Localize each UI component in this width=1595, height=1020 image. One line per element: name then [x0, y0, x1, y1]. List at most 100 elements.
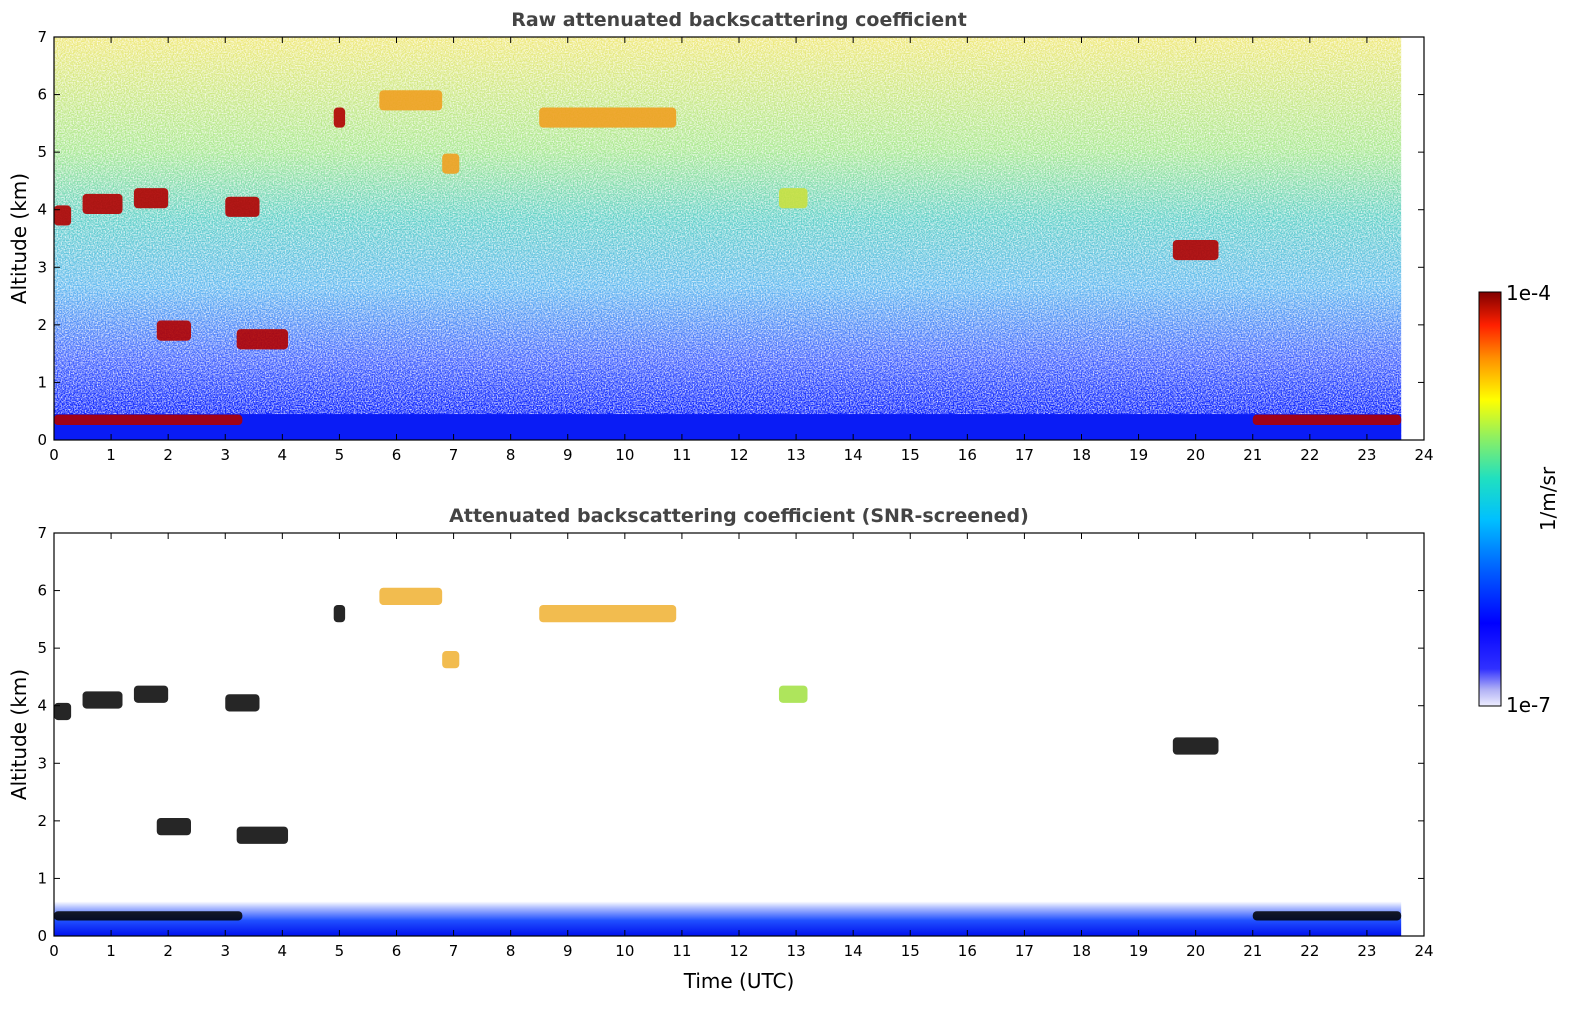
x-tick-label: 4 — [278, 942, 288, 960]
x-tick-label: 7 — [449, 446, 459, 464]
x-tick-label: 11 — [672, 942, 691, 960]
x-tick-label: 15 — [901, 446, 920, 464]
x-tick-label: 4 — [278, 446, 288, 464]
x-tick-label: 3 — [220, 446, 230, 464]
feature-cloud — [333, 604, 346, 623]
x-tick-label: 3 — [220, 942, 230, 960]
raw-backscatter-panel: 0 1 2 3 4 5 6 7 8 9 10 11 12 13 14 15 16 17 18 19 20 21 22 23 24… — [7, 9, 1434, 464]
feature-cloud — [379, 90, 443, 111]
x-tick-label: 5 — [335, 446, 345, 464]
x-tick-label: 14 — [844, 446, 863, 464]
x-tick-label: 5 — [335, 942, 345, 960]
y-axis-label: Altitude (km) — [7, 173, 31, 304]
x-tick-label: 1 — [106, 446, 116, 464]
feature-cloud — [1172, 239, 1219, 261]
feature-cloud — [236, 826, 289, 844]
feature-cloud — [156, 320, 191, 341]
x-axis-label: Time (UTC) — [683, 969, 795, 993]
x-tick-label: 19 — [1129, 942, 1148, 960]
y-tick-label: 2 — [37, 316, 47, 334]
x-tick-label: 20 — [1186, 446, 1205, 464]
chart-title: Raw attenuated backscattering coefficien… — [511, 9, 967, 31]
x-tick-label: 0 — [49, 942, 59, 960]
y-tick-label: 1 — [37, 373, 47, 391]
feature-boundary_layer — [54, 414, 243, 426]
feature-cloud — [156, 817, 191, 836]
x-tick-label: 15 — [901, 942, 920, 960]
x-tick-label: 18 — [1072, 942, 1091, 960]
heatmap-image — [54, 37, 1402, 440]
feature-cloud — [442, 153, 460, 174]
y-tick-label: 4 — [37, 201, 47, 219]
x-tick-label: 1 — [106, 942, 116, 960]
feature-cloud — [133, 685, 169, 703]
feature-cloud — [236, 329, 289, 350]
colorbar-gradient — [1478, 291, 1502, 707]
y-tick-label: 7 — [37, 28, 47, 46]
feature-cloud — [225, 196, 260, 217]
colorbar-unit-label: 1/m/sr — [1536, 466, 1560, 531]
feature-cloud — [778, 188, 808, 209]
feature-cloud — [133, 188, 169, 209]
feature-cloud — [1172, 737, 1219, 755]
colorbar: 1e-4 1e-7 1/m/sr — [1478, 281, 1560, 717]
x-tick-label: 7 — [449, 942, 459, 960]
x-tick-label: 18 — [1072, 446, 1091, 464]
x-tick-label: 23 — [1357, 942, 1376, 960]
y-tick-label: 7 — [37, 524, 47, 542]
x-tick-label: 8 — [506, 446, 516, 464]
x-tick-label: 12 — [729, 446, 748, 464]
feature-cloud — [379, 587, 443, 605]
x-tick-label: 22 — [1300, 446, 1319, 464]
x-tick-label: 21 — [1243, 446, 1262, 464]
x-tick-label: 23 — [1357, 446, 1376, 464]
feature-cloud — [442, 651, 460, 669]
feature-boundary_layer — [54, 911, 243, 921]
chart-title: Attenuated backscattering coefficient (S… — [449, 505, 1029, 527]
x-tick-label: 10 — [615, 446, 634, 464]
x-tick-label: 9 — [563, 942, 573, 960]
y-tick-label: 0 — [37, 431, 47, 449]
y-tick-label: 1 — [37, 869, 47, 887]
y-axis-label: Altitude (km) — [7, 669, 31, 800]
x-tick-label: 21 — [1243, 942, 1262, 960]
y-tick-label: 5 — [37, 639, 47, 657]
feature-boundary_layer — [1252, 414, 1402, 426]
x-tick-label: 13 — [787, 446, 806, 464]
y-tick-label: 4 — [37, 697, 47, 715]
x-tick-label: 10 — [615, 942, 634, 960]
x-tick-label: 16 — [958, 446, 977, 464]
x-tick-label: 6 — [392, 942, 402, 960]
plot-frame — [53, 532, 1425, 937]
x-tick-label: 16 — [958, 942, 977, 960]
x-tick-label: 22 — [1300, 942, 1319, 960]
feature-cloud — [54, 702, 72, 721]
feature-boundary_layer — [1252, 911, 1402, 921]
y-tick-label: 3 — [37, 754, 47, 772]
x-tick-label: 2 — [163, 942, 173, 960]
colorbar-min-label: 1e-7 — [1506, 693, 1551, 717]
x-tick-label: 24 — [1414, 942, 1433, 960]
feature-cloud — [778, 685, 808, 703]
y-tick-label: 6 — [37, 86, 47, 104]
feature-cloud — [54, 205, 72, 226]
feature-cloud — [333, 107, 346, 128]
y-tick-label: 3 — [37, 258, 47, 276]
x-tick-label: 13 — [787, 942, 806, 960]
feature-cloud — [82, 691, 123, 709]
x-tick-label: 2 — [163, 446, 173, 464]
y-tick-label: 6 — [37, 582, 47, 600]
x-tick-label: 17 — [1015, 942, 1034, 960]
x-tick-label: 12 — [729, 942, 748, 960]
feature-cloud — [225, 694, 260, 712]
x-tick-label: 9 — [563, 446, 573, 464]
feature-cloud — [82, 193, 123, 215]
x-tick-label: 6 — [392, 446, 402, 464]
x-tick-label: 11 — [672, 446, 691, 464]
x-tick-label: 17 — [1015, 446, 1034, 464]
x-tick-label: 20 — [1186, 942, 1205, 960]
feature-cloud — [539, 107, 677, 128]
feature-cloud — [539, 604, 677, 623]
x-tick-label: 19 — [1129, 446, 1148, 464]
